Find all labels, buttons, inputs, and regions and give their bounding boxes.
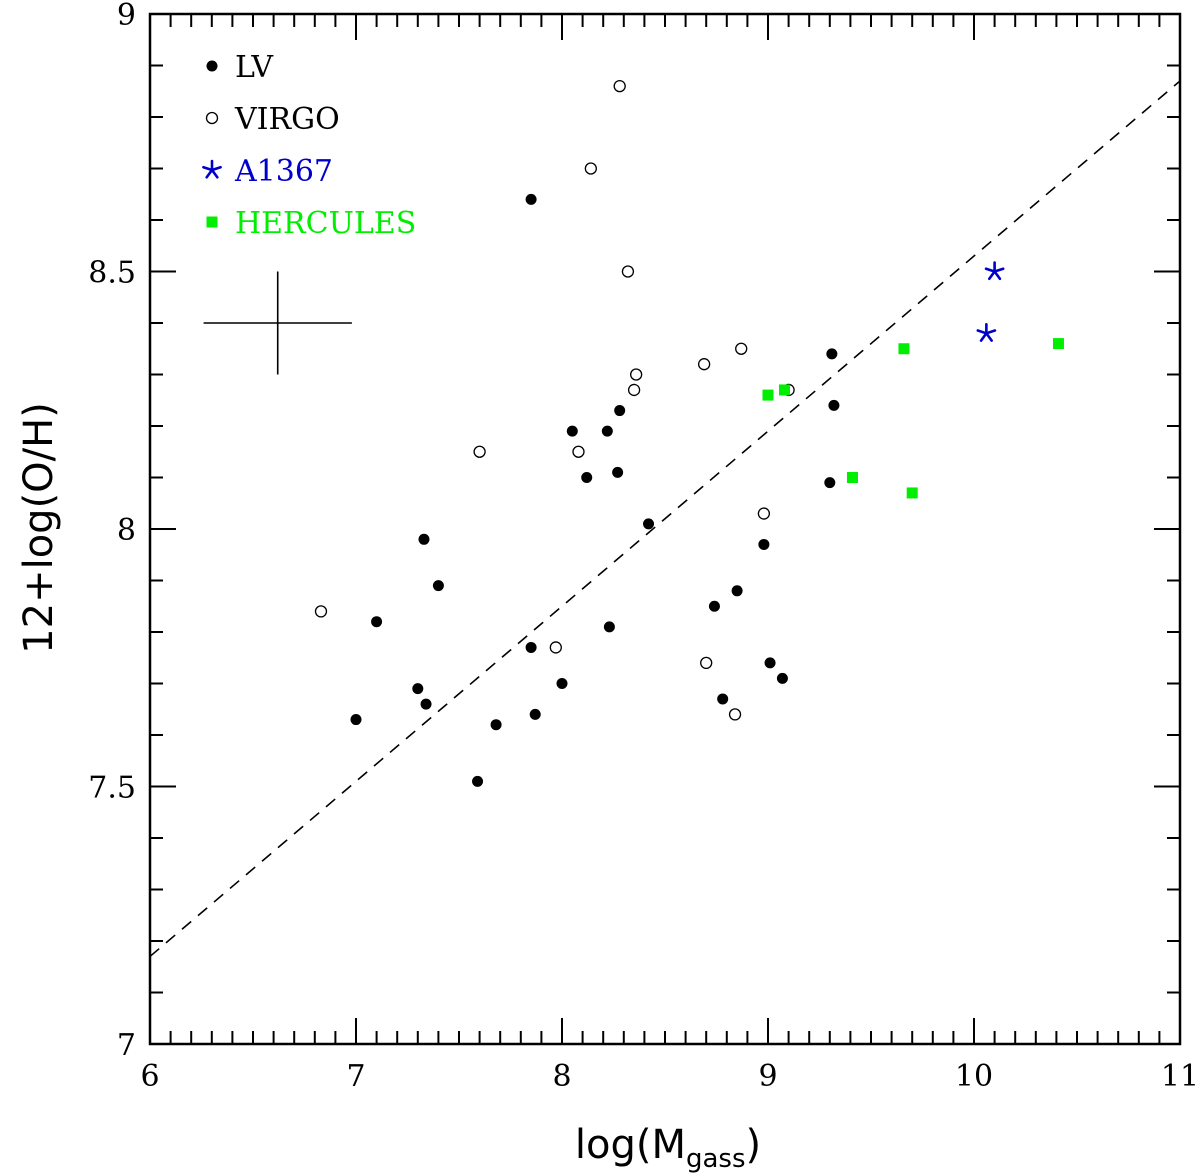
error-bar-layer (203, 271, 352, 375)
asterisk-arm (985, 331, 993, 342)
fit-line-layer (149, 80, 1181, 958)
asterisk-arm (202, 165, 214, 172)
point-lv (601, 425, 613, 437)
point-hercules (906, 487, 918, 499)
point-lv (412, 683, 424, 695)
point-lv (603, 621, 615, 633)
legend-marker-virgo (205, 111, 219, 125)
y-tick-label: 7.5 (88, 771, 136, 806)
point-virgo (549, 641, 562, 654)
point-lv (708, 600, 720, 612)
point-lv (490, 719, 502, 731)
data-points (314, 79, 1064, 787)
point-hercules (762, 389, 774, 401)
point-hercules (846, 472, 858, 483)
point-lv (371, 616, 383, 628)
point-a1367 (976, 322, 997, 342)
y-tick-label: 8 (117, 513, 136, 548)
point-lv (826, 348, 838, 360)
point-lv (717, 693, 729, 705)
x-tick-label: 7 (346, 1059, 365, 1094)
asterisk-arm (984, 267, 996, 273)
point-virgo (700, 656, 713, 670)
point-lv (758, 538, 770, 550)
point-lv (432, 580, 444, 592)
fit-line (149, 80, 1181, 958)
point-lv (731, 585, 743, 597)
point-lv (764, 657, 776, 669)
asterisk-arm (993, 270, 1002, 281)
point-lv (643, 518, 655, 530)
point-virgo (735, 342, 748, 355)
point-a1367 (984, 261, 1005, 281)
legend-label-lv: LV (235, 50, 274, 85)
point-lv (420, 698, 432, 710)
point-lv (525, 193, 537, 205)
point-lv (418, 533, 430, 545)
y-tick-label: 8.5 (88, 256, 136, 291)
asterisk-arm (988, 270, 996, 281)
point-lv (824, 477, 836, 489)
point-lv (612, 466, 624, 478)
legend-label-hercules: HERCULES (235, 206, 416, 241)
point-hercules (1052, 338, 1064, 350)
legend-marker-lv (206, 60, 218, 72)
point-virgo (314, 605, 328, 618)
asterisk-arm (976, 329, 988, 335)
point-lv (472, 775, 484, 787)
point-virgo (728, 708, 742, 721)
point-lv (828, 399, 840, 411)
point-lv (350, 714, 362, 726)
asterisk-arm (993, 267, 1005, 273)
point-virgo (697, 358, 711, 371)
y-tick-label: 7 (117, 1028, 136, 1063)
point-lv (529, 708, 541, 720)
x-axis-title: log(Mgass) (575, 1122, 761, 1174)
legend-marker-hercules (206, 216, 218, 228)
asterisk-arm (210, 168, 219, 179)
point-lv (566, 425, 578, 437)
point-lv (556, 678, 568, 689)
x-tick-label: 10 (955, 1059, 993, 1094)
point-lv (614, 405, 626, 417)
point-virgo (584, 162, 597, 175)
point-lv (581, 472, 593, 483)
point-virgo (627, 383, 641, 397)
point-virgo (630, 368, 643, 381)
asterisk-arm (979, 331, 988, 342)
legend: LV VIRGO A1367 HERCULES (202, 50, 416, 241)
point-lv (525, 641, 537, 653)
x-tick-label: 6 (140, 1059, 159, 1094)
point-virgo (473, 445, 486, 458)
x-tick-label: 11 (1161, 1059, 1199, 1094)
point-virgo (621, 265, 635, 278)
x-tick-label: 9 (758, 1059, 777, 1094)
point-lv (776, 672, 788, 684)
y-tick-label: 9 (117, 0, 136, 33)
axis-ticks (149, 13, 1181, 1045)
legend-label-a1367: A1367 (234, 154, 333, 189)
point-virgo (757, 507, 771, 520)
point-hercules (898, 343, 910, 355)
legend-marker-a1367 (202, 159, 222, 179)
y-axis-title: 12+log(O/H) (16, 402, 62, 654)
x-tick-label: 8 (552, 1059, 571, 1094)
point-virgo (613, 79, 626, 93)
point-hercules (778, 384, 790, 396)
point-virgo (572, 445, 585, 458)
asterisk-arm (210, 165, 222, 172)
asterisk-arm (985, 329, 997, 335)
asterisk-arm (205, 168, 214, 179)
legend-label-virgo: VIRGO (234, 102, 340, 137)
